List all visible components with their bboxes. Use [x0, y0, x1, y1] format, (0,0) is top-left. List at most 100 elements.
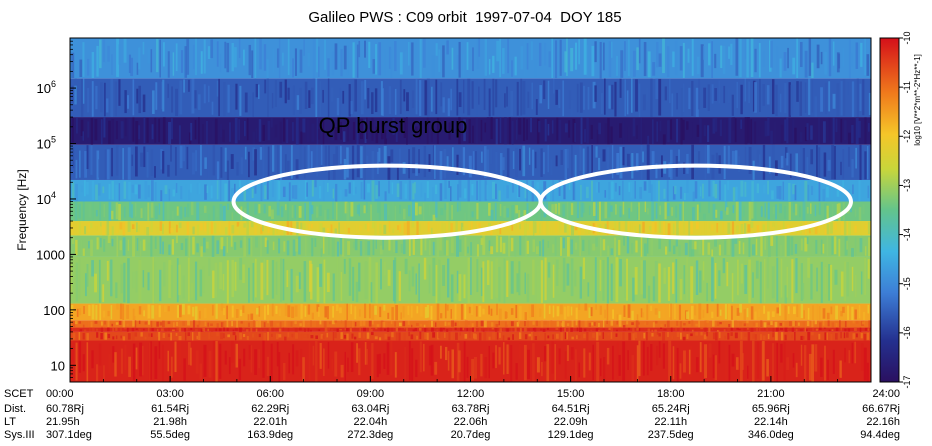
spectrogram-streak — [408, 270, 411, 292]
spectrogram-streak — [318, 329, 321, 332]
spectrogram-streak — [495, 235, 499, 253]
spectrogram-streak — [560, 237, 562, 256]
spectrogram-streak — [128, 181, 131, 200]
spectrogram-streak — [124, 90, 127, 114]
spectrogram-streak — [251, 50, 254, 79]
spectrogram-streak — [311, 123, 315, 142]
spectrogram-streak — [214, 222, 217, 234]
ephemeris-table: SCET 00:00 03:00 06:00 09:00 12:00 15:00 18:00 2… — [4, 388, 900, 441]
spectrogram-streak — [371, 117, 374, 141]
spectrogram-streak — [618, 221, 621, 236]
spectrogram-streak — [180, 243, 184, 250]
spectrogram-streak — [583, 333, 586, 339]
spectrogram-streak — [804, 82, 807, 113]
ephemeris-row-label: SCET — [4, 388, 34, 400]
spectrogram-streak — [570, 306, 573, 316]
ephemeris-dist-value: 60.78Rj — [46, 403, 84, 415]
spectrogram-streak — [327, 58, 330, 77]
spectrogram-streak — [555, 327, 559, 330]
spectrogram-streak — [747, 365, 749, 379]
spectrogram-streak — [847, 81, 849, 95]
spectrogram-streak — [467, 78, 471, 116]
spectrogram-streak — [160, 190, 163, 202]
spectrogram-streak — [811, 79, 814, 113]
spectrogram-streak — [815, 184, 819, 200]
spectrogram-streak — [276, 323, 280, 326]
spectrogram-streak — [796, 38, 799, 79]
spectrogram-streak — [414, 202, 418, 216]
spectrogram-streak — [464, 304, 467, 319]
spectrogram-streak — [211, 235, 215, 257]
spectrogram-streak — [526, 119, 528, 140]
spectrogram-streak — [194, 90, 197, 109]
spectrogram-streak — [850, 205, 852, 213]
spectrogram-streak — [82, 332, 85, 340]
spectrogram-streak — [102, 186, 105, 194]
spectrogram-streak — [780, 258, 783, 298]
spectrogram-streak — [800, 303, 804, 318]
spectrogram-streak — [848, 39, 851, 79]
spectrogram-streak — [630, 202, 633, 212]
spectrogram-streak — [148, 342, 152, 381]
spectrogram-streak — [847, 321, 851, 326]
spectrogram-streak — [418, 328, 422, 331]
spectrogram-streak — [190, 122, 193, 141]
spectrogram-streak — [267, 120, 271, 141]
spectrogram-streak — [715, 152, 718, 166]
spectrogram-streak — [672, 346, 675, 380]
spectrogram-streak — [195, 150, 197, 172]
spectrogram-streak — [699, 270, 702, 293]
spectrogram-streak — [131, 328, 135, 332]
spectrogram-streak — [588, 307, 591, 318]
spectrogram-streak — [495, 151, 498, 179]
spectrogram-streak — [739, 321, 742, 327]
spectrogram-streak — [518, 320, 520, 324]
spectrogram-streak — [531, 304, 535, 318]
spectrogram-streak — [699, 229, 702, 235]
spectrogram-streak — [274, 80, 277, 107]
spectrogram-streak — [250, 221, 254, 228]
spectrogram-streak — [154, 303, 158, 315]
spectrogram-streak — [480, 353, 483, 377]
ephemeris-lt-value: 22.09h — [554, 416, 588, 428]
spectrogram-streak — [772, 328, 775, 332]
spectrogram-streak — [571, 320, 574, 328]
spectrogram-streak — [367, 87, 370, 109]
spectrogram-streak — [324, 306, 328, 318]
spectrogram-streak — [383, 261, 386, 276]
spectrogram-streak — [579, 82, 583, 113]
spectrogram-streak — [663, 267, 666, 284]
spectrogram-streak — [374, 305, 377, 315]
spectrogram-streak — [512, 151, 515, 170]
spectrogram-streak — [95, 85, 98, 110]
spectrogram-streak — [90, 118, 94, 145]
spectrogram-streak — [792, 202, 795, 213]
spectrogram-streak — [447, 350, 450, 371]
spectrogram-streak — [596, 341, 600, 382]
spectrogram-streak — [403, 332, 406, 341]
spectrogram-streak — [790, 153, 792, 178]
spectrogram-streak — [847, 305, 849, 321]
spectrogram-streak — [376, 324, 380, 327]
spectrogram-streak — [839, 360, 842, 378]
spectrogram-streak — [98, 183, 101, 196]
spectrogram-streak — [790, 236, 794, 256]
spectrogram-streak — [428, 240, 431, 256]
spectrogram-streak — [204, 222, 207, 232]
spectrogram-streak — [515, 363, 518, 380]
spectrogram-streak — [243, 236, 247, 257]
spectrogram-streak — [464, 212, 467, 221]
spectrogram-streak — [786, 152, 789, 166]
spectrogram-streak — [456, 120, 460, 130]
spectrogram-streak — [304, 237, 307, 257]
spectrogram-streak — [294, 327, 298, 332]
spectrogram-streak — [252, 92, 254, 117]
spectrogram-streak — [562, 257, 566, 292]
spectrogram-streak — [220, 303, 224, 311]
spectrogram-streak — [574, 224, 578, 231]
spectrogram-streak — [176, 206, 179, 216]
spectrogram-streak — [511, 60, 513, 77]
spectrogram-streak — [708, 222, 710, 230]
spectrogram-streak — [736, 81, 739, 109]
spectrogram-streak — [198, 94, 201, 110]
